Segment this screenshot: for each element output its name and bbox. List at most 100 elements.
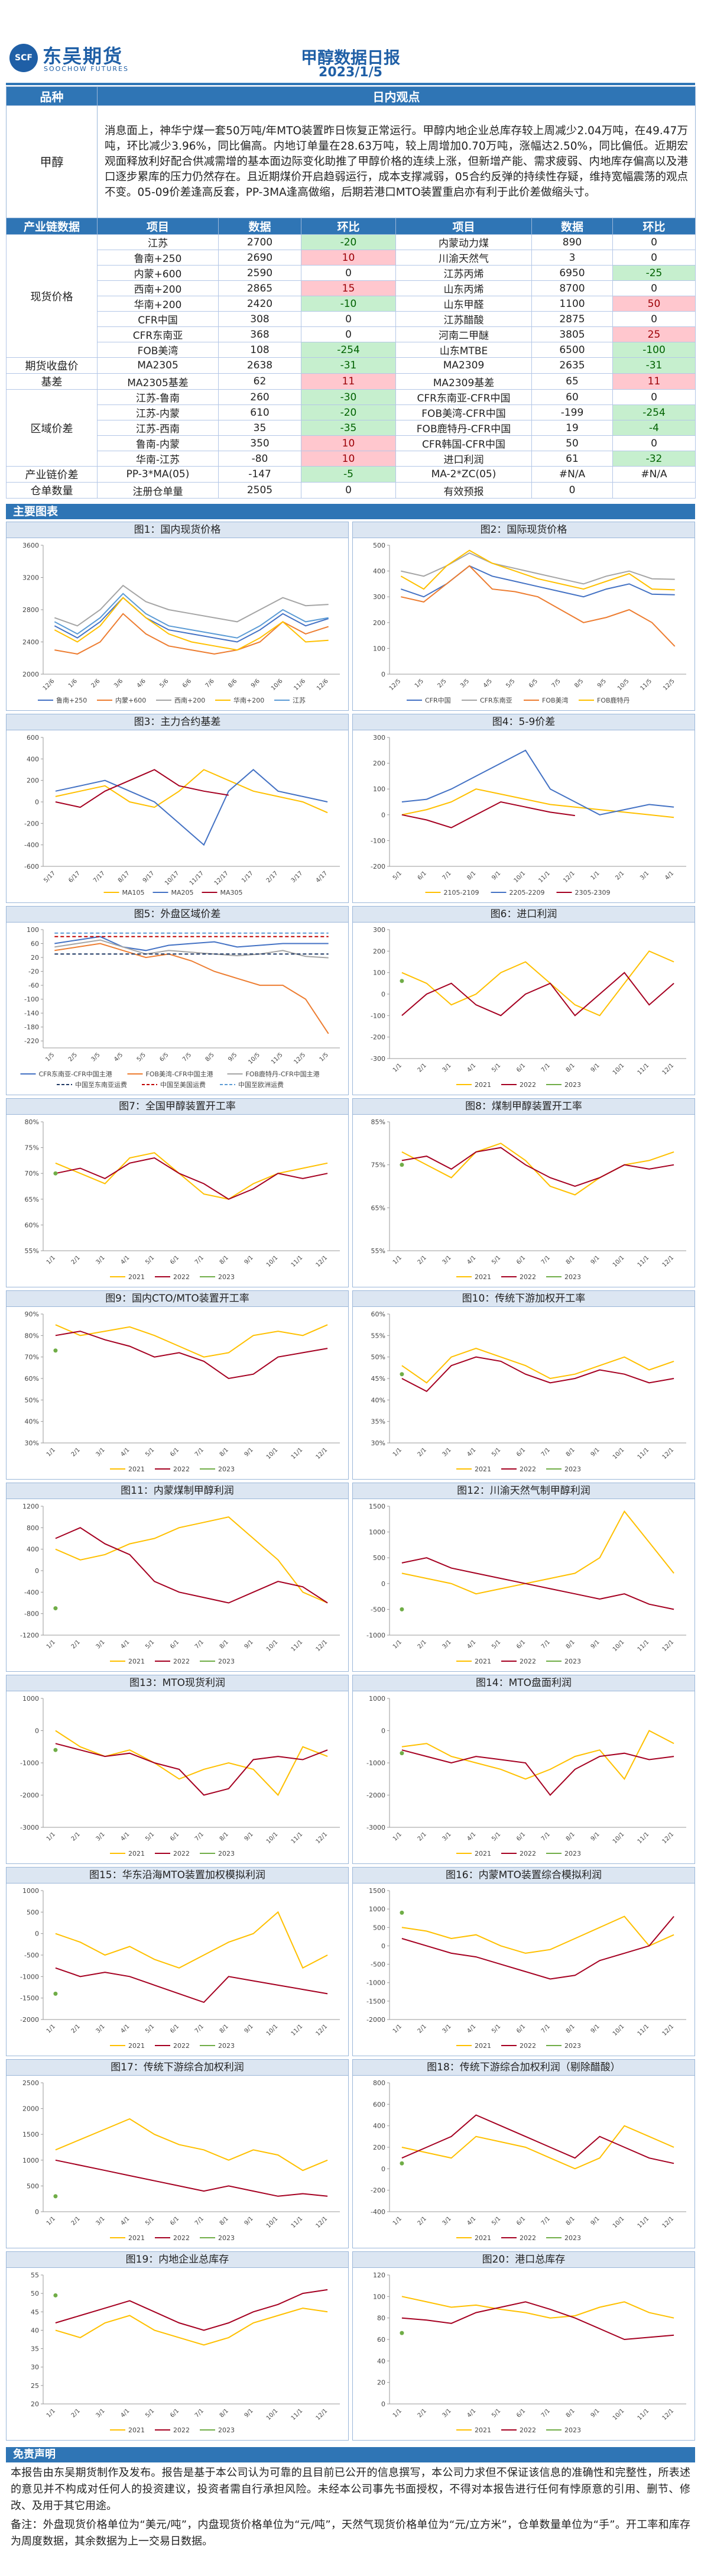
- chart-title: 图5：外盘区域价差: [7, 907, 348, 923]
- x-tick-label: 4/1: [119, 1639, 131, 1650]
- x-tick-label: 12/1: [661, 2023, 676, 2037]
- series-point: [400, 1607, 404, 1611]
- value: 61: [531, 451, 613, 467]
- legend-label: 2021: [475, 1081, 491, 1089]
- x-tick-label: 12/1: [315, 2215, 329, 2229]
- y-tick-label: 200: [373, 760, 385, 768]
- y-tick-label: -100: [24, 996, 39, 1004]
- item: FOB美湾: [97, 342, 219, 358]
- y-tick-label: 3600: [22, 542, 39, 549]
- chart-panel: 图8：煤制甲醇装置开工率 55% 65% 75% 85% 1/1 2/1 3/1 4/1 5/1 6…: [352, 1098, 695, 1287]
- x-tick-label: 3/1: [442, 1446, 453, 1458]
- x-tick-label: 6/1: [515, 2023, 527, 2034]
- series-line: [401, 565, 676, 647]
- x-tick-label: 6/1: [169, 1831, 180, 1842]
- y-tick-label: 0: [381, 2400, 385, 2408]
- legend-label: 2023: [218, 1465, 235, 1473]
- x-tick-label: 12/1: [562, 870, 576, 884]
- y-tick-label: -1000: [366, 1632, 385, 1639]
- x-tick-label: 5/1: [491, 2407, 502, 2419]
- legend-label: 2023: [564, 1465, 581, 1473]
- value: 2590: [218, 265, 301, 281]
- change: -32: [612, 451, 696, 467]
- x-tick-label: 10/1: [612, 2023, 626, 2037]
- y-tick-label: -20: [28, 968, 39, 976]
- x-tick-label: 8/1: [219, 2215, 230, 2227]
- value: 3: [531, 250, 613, 266]
- y-tick-label: 0: [381, 991, 385, 998]
- series-line: [401, 1348, 674, 1384]
- x-tick-label: 12/1: [315, 1446, 329, 1461]
- series-line: [54, 939, 329, 959]
- item: MA-2*ZC(05): [395, 466, 532, 483]
- legend-label: 2022: [520, 2042, 536, 2050]
- chart: 0 100 200 300 400 500 12/5 1/5 2/5 3/5 4/5 5/5 6/5 7/…: [373, 542, 686, 704]
- y-tick-label: -1000: [20, 1973, 39, 1980]
- legend-label: 中国至欧洲运费: [238, 1081, 284, 1089]
- y-tick-label: -1500: [20, 1995, 39, 2002]
- x-tick-label: 10/1: [612, 2407, 626, 2422]
- x-tick-label: 12/17: [213, 870, 230, 886]
- series-line: [401, 1915, 674, 1954]
- chart-title: 图14：MTO盘面利润: [353, 1675, 694, 1691]
- item: 内蒙+600: [97, 265, 219, 281]
- y-tick-label: 0: [381, 1727, 385, 1735]
- change: -254: [612, 404, 696, 420]
- x-tick-label: 1/1: [46, 2407, 57, 2419]
- y-tick-label: 55%: [25, 1247, 39, 1255]
- x-tick-label: 2/5: [67, 1051, 79, 1063]
- series-line: [55, 1331, 328, 1380]
- legend-label: 2022: [520, 1465, 536, 1473]
- change: 15: [301, 280, 396, 296]
- x-tick-label: 12/1: [661, 1446, 676, 1461]
- change: 10: [301, 451, 396, 467]
- table-row: 江苏-西南 35 -35 FOB鹿特丹-CFR中国 19 -4: [7, 420, 696, 436]
- y-tick-label: -300: [371, 1055, 385, 1063]
- x-tick-label: 2/17: [265, 870, 280, 884]
- x-tick-label: 5/1: [144, 1446, 155, 1458]
- series-line: [55, 1967, 328, 2004]
- x-tick-label: 6/1: [515, 1446, 527, 1458]
- x-tick-label: 9/1: [244, 2407, 255, 2419]
- x-tick-label: 5/1: [491, 1446, 502, 1458]
- value: 2420: [218, 296, 301, 312]
- value: 610: [218, 404, 301, 420]
- legend-label: 2022: [173, 1658, 190, 1665]
- x-tick-label: 2/1: [417, 1446, 428, 1458]
- y-tick-label: 200: [373, 619, 385, 627]
- series-line: [55, 769, 229, 808]
- x-tick-label: 7/1: [194, 1831, 205, 1842]
- series-point: [53, 2293, 58, 2297]
- x-tick-label: 1/1: [392, 1639, 403, 1650]
- value: 8700: [531, 280, 613, 296]
- x-tick-label: 9/5: [596, 678, 608, 689]
- series-point: [400, 1910, 404, 1915]
- value: 2635: [531, 357, 613, 374]
- x-tick-label: 12/1: [315, 1254, 329, 1268]
- x-tick-label: 2/1: [417, 1062, 428, 1073]
- y-tick-label: 500: [373, 1554, 385, 1562]
- item: PP-3*MA(05): [97, 466, 219, 483]
- x-tick-label: 3/1: [95, 2023, 106, 2034]
- series-line: [401, 2125, 674, 2170]
- x-tick-label: 9/6: [250, 678, 261, 689]
- x-tick-label: 6/1: [169, 2407, 180, 2419]
- chart: -1000 -500 0 500 1000 1500 1/1 2/1 3/1 4/1 5/1 6/1 7…: [366, 1503, 686, 1665]
- chart-panel: 图20：港口总库存 0 20 40 60 80 100 120 1/1 2/1 3/1 4/1 5/1 6…: [352, 2251, 695, 2441]
- item: 进口利润: [395, 451, 532, 467]
- y-tick-label: 1000: [369, 1529, 385, 1536]
- y-tick-label: 100: [27, 926, 39, 934]
- item: 山东MTBE: [395, 342, 532, 358]
- table-row: 内蒙+600 2590 0 江苏丙烯 6950 -25: [7, 265, 696, 281]
- x-tick-label: 2/1: [70, 1254, 82, 1266]
- chart: -3000 -2000 -1000 0 1000 1/1 2/1 3/1 4/1 5/1 6/1 7/…: [20, 1695, 340, 1857]
- column-header: 数据: [218, 218, 301, 235]
- x-tick-label: 2/1: [70, 2023, 82, 2034]
- change: -30: [301, 389, 396, 405]
- series-line: [401, 1557, 674, 1610]
- y-tick-label: -400: [24, 842, 39, 849]
- x-tick-label: 5/1: [491, 1831, 502, 1842]
- legend-label: 中国至美国运费: [160, 1081, 206, 1089]
- chart-title: 图19：内地企业总库存: [7, 2252, 348, 2268]
- chart: -400 -200 0 200 400 600 800 1/1 2/1 3/1 4/1 5/1 6/1 7…: [371, 2079, 686, 2242]
